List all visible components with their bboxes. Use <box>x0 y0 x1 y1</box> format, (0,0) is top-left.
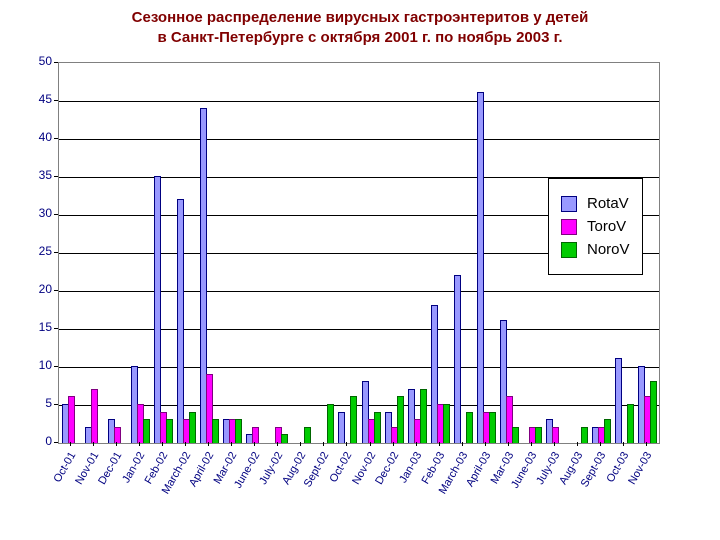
bar-RotaV <box>454 275 461 443</box>
bar-RotaV <box>615 358 622 443</box>
bar-NoroV <box>512 427 519 443</box>
y-tick <box>54 442 58 443</box>
legend: RotaV ToroV NoroV <box>548 178 643 275</box>
legend-item: NoroV <box>561 241 630 258</box>
bar-RotaV <box>477 92 484 443</box>
x-tick <box>277 442 278 446</box>
y-tick <box>54 328 58 329</box>
x-tick <box>416 442 417 446</box>
y-tick <box>54 290 58 291</box>
bar-NoroV <box>235 419 242 443</box>
y-tick <box>54 252 58 253</box>
x-tick <box>116 442 117 446</box>
bar-NoroV <box>604 419 611 443</box>
y-tick-label: 20 <box>24 282 52 296</box>
gridline <box>59 139 659 140</box>
gridline <box>59 291 659 292</box>
x-tick <box>531 442 532 446</box>
y-tick-label: 50 <box>24 54 52 68</box>
legend-swatch <box>561 219 577 235</box>
x-tick <box>600 442 601 446</box>
gridline <box>59 329 659 330</box>
bar-ToroV <box>252 427 259 443</box>
bar-NoroV <box>304 427 311 443</box>
x-tick <box>162 442 163 446</box>
gridline <box>59 101 659 102</box>
y-tick <box>54 100 58 101</box>
bar-NoroV <box>189 412 196 443</box>
y-tick <box>54 214 58 215</box>
y-tick-label: 30 <box>24 206 52 220</box>
bar-RotaV <box>154 176 161 443</box>
x-tick <box>485 442 486 446</box>
legend-item: ToroV <box>561 218 630 235</box>
bar-NoroV <box>627 404 634 443</box>
x-tick <box>439 442 440 446</box>
bar-NoroV <box>281 434 288 443</box>
bar-NoroV <box>535 427 542 443</box>
bar-RotaV <box>177 199 184 443</box>
x-tick <box>70 442 71 446</box>
y-tick <box>54 176 58 177</box>
bar-NoroV <box>374 412 381 443</box>
x-tick <box>462 442 463 446</box>
bar-NoroV <box>650 381 657 443</box>
bar-RotaV <box>338 412 345 443</box>
y-tick-label: 15 <box>24 320 52 334</box>
x-tick <box>577 442 578 446</box>
gridline <box>59 367 659 368</box>
legend-label: RotaV <box>587 195 629 212</box>
bar-NoroV <box>420 389 427 443</box>
bar-NoroV <box>212 419 219 443</box>
x-tick <box>623 442 624 446</box>
y-tick <box>54 366 58 367</box>
x-tick <box>370 442 371 446</box>
bar-NoroV <box>327 404 334 443</box>
x-tick <box>300 442 301 446</box>
y-tick-label: 45 <box>24 92 52 106</box>
x-tick <box>185 442 186 446</box>
legend-item: RotaV <box>561 195 630 212</box>
y-tick-label: 35 <box>24 168 52 182</box>
bar-NoroV <box>397 396 404 443</box>
x-tick <box>646 442 647 446</box>
bar-ToroV <box>114 427 121 443</box>
y-tick-label: 10 <box>24 358 52 372</box>
bar-ToroV <box>552 427 559 443</box>
bar-NoroV <box>143 419 150 443</box>
x-tick <box>208 442 209 446</box>
legend-label: ToroV <box>587 218 626 235</box>
bar-ToroV <box>91 389 98 443</box>
bar-NoroV <box>489 412 496 443</box>
x-tick <box>393 442 394 446</box>
x-tick <box>231 442 232 446</box>
y-tick <box>54 62 58 63</box>
legend-label: NoroV <box>587 241 630 258</box>
bar-NoroV <box>581 427 588 443</box>
gridline <box>59 405 659 406</box>
bar-NoroV <box>166 419 173 443</box>
x-tick <box>508 442 509 446</box>
y-tick <box>54 138 58 139</box>
bar-NoroV <box>350 396 357 443</box>
y-tick-label: 0 <box>24 434 52 448</box>
y-tick-label: 5 <box>24 396 52 410</box>
x-tick <box>346 442 347 446</box>
x-tick <box>323 442 324 446</box>
bar-ToroV <box>68 396 75 443</box>
y-tick <box>54 404 58 405</box>
legend-swatch <box>561 242 577 258</box>
x-tick <box>93 442 94 446</box>
x-tick <box>554 442 555 446</box>
y-tick-label: 25 <box>24 244 52 258</box>
bar-NoroV <box>443 404 450 443</box>
bar-NoroV <box>466 412 473 443</box>
x-tick <box>139 442 140 446</box>
legend-swatch <box>561 196 577 212</box>
y-tick-label: 40 <box>24 130 52 144</box>
x-tick <box>254 442 255 446</box>
